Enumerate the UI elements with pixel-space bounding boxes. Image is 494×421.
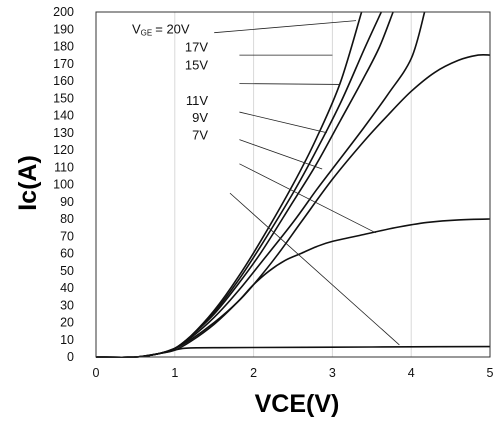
leader-line-6 xyxy=(229,192,400,346)
y-tick-label-19: 190 xyxy=(53,22,74,36)
curve-label-3: 9V xyxy=(192,110,208,125)
curve-1 xyxy=(95,11,383,359)
curve-label-vge: VGE = 20V xyxy=(132,21,190,37)
curve-label-2: 11V xyxy=(186,93,208,108)
curve-label-1: 15V xyxy=(185,57,208,72)
plot-frame xyxy=(95,11,491,358)
y-tick-label-12: 120 xyxy=(53,143,74,157)
y-tick-label-8: 80 xyxy=(60,212,74,226)
leader-line-0 xyxy=(214,20,357,34)
y-tick-label-6: 60 xyxy=(60,247,74,261)
curve-3 xyxy=(95,11,426,359)
curve-label-4: 7V xyxy=(192,127,208,142)
curve-0 xyxy=(95,11,363,359)
y-tick-label-7: 70 xyxy=(60,229,74,243)
y-tick-label-17: 170 xyxy=(53,57,74,71)
y-tick-label-20: 200 xyxy=(53,5,74,19)
y-tick-label-10: 100 xyxy=(53,178,74,192)
y-tick-label-0: 0 xyxy=(67,350,74,364)
y-tick-label-14: 140 xyxy=(53,109,74,123)
curve-2 xyxy=(95,11,394,359)
y-tick-label-5: 50 xyxy=(60,264,74,278)
x-tick-label-2: 2 xyxy=(250,366,257,380)
curve-label-0: 17V xyxy=(185,39,208,54)
y-tick-label-2: 20 xyxy=(60,316,74,330)
leader-line-5 xyxy=(239,163,376,234)
leader-line-4 xyxy=(239,139,323,170)
curve-6 xyxy=(95,345,491,359)
curves xyxy=(95,11,491,359)
curve-4 xyxy=(95,53,491,359)
y-axis-title: Ic(A) xyxy=(14,155,42,211)
grid-lines xyxy=(174,12,412,357)
y-tick-label-11: 110 xyxy=(54,160,74,174)
x-tick-label-0: 0 xyxy=(93,366,100,380)
x-tick-label-4: 4 xyxy=(408,366,415,380)
curve-5 xyxy=(95,218,491,359)
x-tick-label-5: 5 xyxy=(487,366,494,380)
y-tick-label-16: 160 xyxy=(53,74,74,88)
y-tick-labels: 0 10 20 30 40 50 60 70 80 90 100 110 120 130 140 150 160… xyxy=(53,5,74,364)
curve-labels: VGE = 20V 17V 15V 11V 9V 7V xyxy=(132,21,208,142)
x-tick-label-3: 3 xyxy=(329,366,336,380)
x-axis-title: VCE(V) xyxy=(255,390,340,418)
x-tick-labels: 0 1 2 3 4 5 xyxy=(93,366,494,380)
y-tick-label-4: 40 xyxy=(60,281,74,295)
y-tick-label-9: 90 xyxy=(60,195,74,209)
x-tick-label-1: 1 xyxy=(171,366,178,380)
y-tick-label-13: 130 xyxy=(53,126,74,140)
y-tick-label-18: 180 xyxy=(53,40,74,54)
leader-line-2 xyxy=(239,83,341,85)
y-tick-label-3: 30 xyxy=(60,298,74,312)
y-tick-label-15: 150 xyxy=(53,91,74,105)
leader-line-3 xyxy=(239,111,327,134)
leader-lines xyxy=(214,20,400,346)
y-tick-label-1: 10 xyxy=(60,333,74,347)
